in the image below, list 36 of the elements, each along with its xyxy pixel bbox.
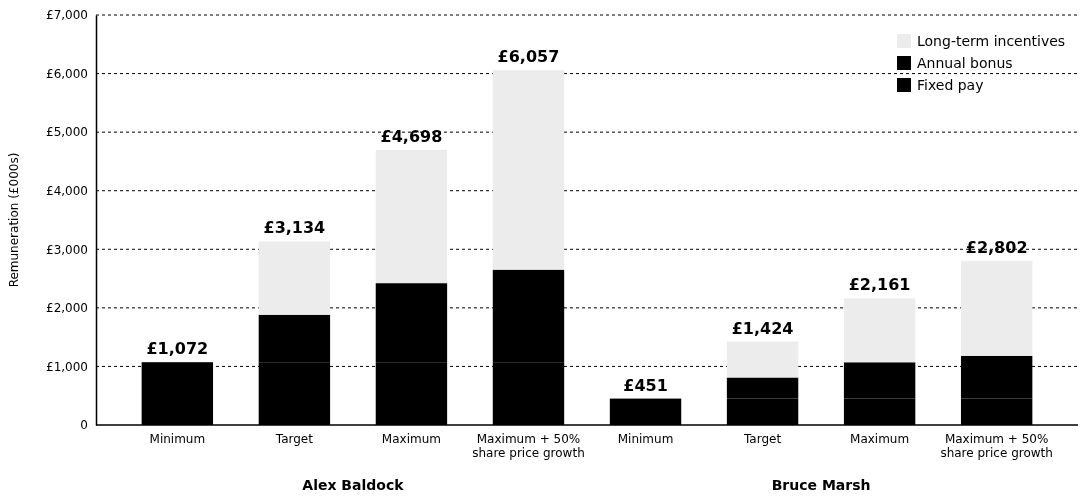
y-tick-label: £4,000 [46,184,88,199]
legend-label: Long-term incentives [917,33,1066,49]
bar [375,149,448,284]
total-label: £6,057 [497,47,560,67]
y-tick-label: £3,000 [46,242,88,257]
y-tick-label: £1,000 [46,359,88,374]
x-tick-label: Maximum [381,432,441,446]
x-tick-label: Target [274,432,314,446]
legend-label: Fixed pay [917,77,984,93]
bar [843,298,916,363]
bar [960,260,1033,356]
text: Alex Baldock [302,477,405,493]
text: Bruce Marsh [771,477,871,493]
total-label: £2,161 [848,275,911,295]
legend-label: Annual bonus [917,55,1013,71]
bar [258,241,331,315]
bar [492,70,565,270]
total-label: £1,424 [731,318,794,338]
total-label: £2,802 [965,237,1028,257]
y-tick-label: £2,000 [46,301,88,316]
total-label: £451 [623,375,668,395]
x-tick-label: Minimum [149,432,206,446]
y-tick-label: £6,000 [46,66,88,81]
y-tick-label: £7,000 [46,8,88,23]
x-tick-label: Maximum + 50% share price growth [940,432,1053,460]
x-tick-label: Target [743,432,782,446]
y-axis-title: Remuneration (£000s) [7,152,21,288]
x-tick-label: Maximum + 50% share price growth [472,432,585,460]
total-label: £3,134 [263,218,326,238]
bar [726,341,799,378]
y-tick-label: 0 [80,418,88,433]
y-tick-label: £5,000 [46,125,88,140]
total-label: £1,072 [146,339,209,359]
x-tick-label: Maximum [850,432,910,446]
x-tick-label: Minimum [617,432,674,446]
total-label: £4,698 [380,126,443,146]
